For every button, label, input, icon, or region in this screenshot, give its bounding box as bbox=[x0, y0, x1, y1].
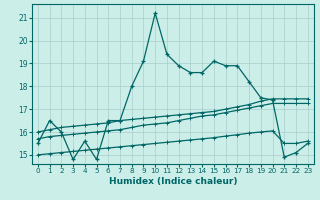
X-axis label: Humidex (Indice chaleur): Humidex (Indice chaleur) bbox=[108, 177, 237, 186]
